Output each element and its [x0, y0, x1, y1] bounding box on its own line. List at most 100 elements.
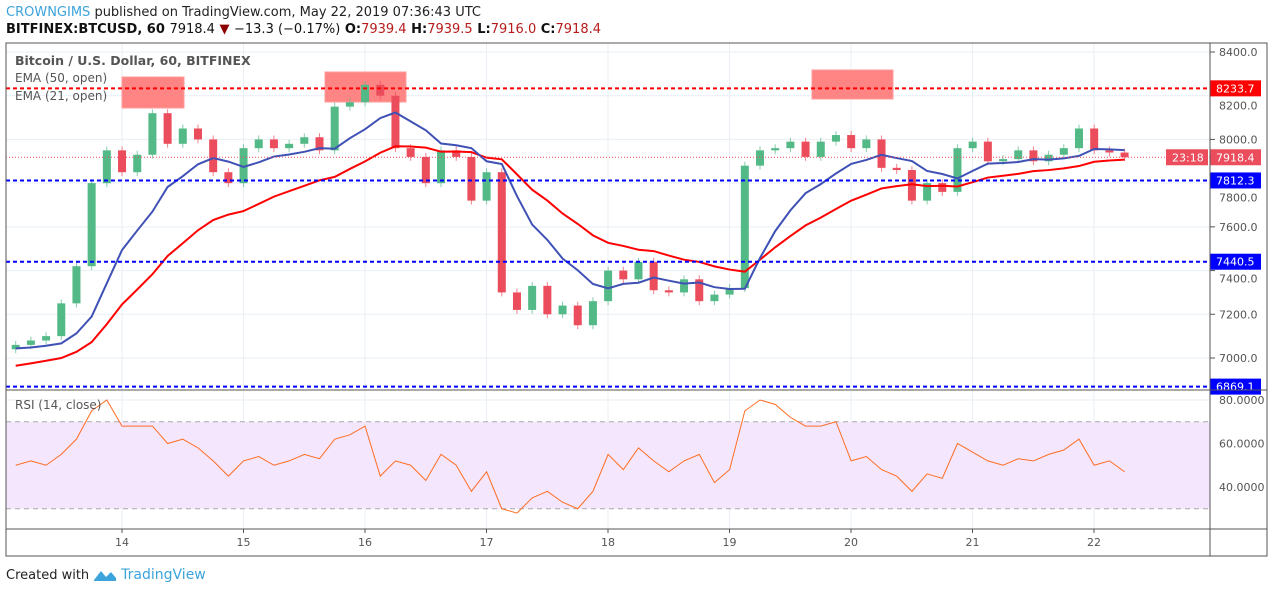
created-with-text: Created with [6, 567, 90, 583]
candle [376, 84, 385, 96]
symbol: BITFINEX:BTCUSD, 60 [6, 22, 165, 37]
candle [892, 167, 901, 171]
chart-frame [5, 42, 1268, 557]
candle [953, 148, 962, 192]
candle [42, 336, 51, 341]
chart-title: Bitcoin / U.S. Dollar, 60, BITFINEX [15, 53, 251, 68]
candle [543, 285, 552, 315]
rsi-band [6, 421, 1210, 509]
candle [938, 183, 947, 192]
candle [786, 141, 795, 149]
candle [528, 285, 537, 310]
candle [695, 279, 704, 302]
x-tick-label: 17 [480, 536, 494, 549]
price-change: −13.3 (−0.17%) [234, 22, 341, 37]
candle [847, 135, 856, 149]
candle [558, 305, 567, 315]
y-tick-label: 7000.0 [1219, 352, 1258, 365]
candle [118, 150, 127, 173]
ema21-line [15, 111, 1125, 350]
level-price-tag [1210, 253, 1261, 270]
candle [1059, 148, 1068, 155]
candle [1044, 154, 1053, 162]
candle [983, 141, 992, 162]
publish-info: CROWNGIMS published on TradingView.com, … [6, 5, 481, 20]
down-triangle-icon: ▼ [219, 22, 230, 37]
candle [1120, 152, 1129, 158]
high-value: 7939.5 [427, 22, 473, 37]
x-tick-label: 21 [966, 536, 980, 549]
candle [269, 139, 278, 149]
highlight-box [811, 69, 894, 100]
candle [102, 150, 111, 184]
symbol-info: BITFINEX:BTCUSD, 60 7918.4 ▼ −13.3 (−0.1… [6, 22, 601, 37]
candle [330, 106, 339, 151]
countdown-tag [1166, 149, 1208, 166]
candle [87, 183, 96, 267]
candle [999, 159, 1008, 162]
x-tick-label: 14 [115, 536, 129, 549]
ema21-legend[interactable]: EMA (21, open) [15, 89, 108, 103]
open-label: O: [344, 22, 362, 37]
candle [664, 290, 673, 293]
candle [224, 172, 233, 184]
candle [72, 266, 81, 304]
candle [421, 156, 430, 184]
candle [634, 261, 643, 280]
close-value: 7918.4 [555, 22, 602, 37]
x-tick-label: 19 [723, 536, 737, 549]
candle [437, 150, 446, 184]
candle [163, 113, 172, 144]
highlight-box [121, 76, 185, 109]
candle [923, 183, 932, 201]
candle [452, 150, 461, 157]
candle [361, 84, 370, 103]
candle [604, 270, 613, 302]
level-price-tag [1210, 378, 1261, 395]
close-label: C: [540, 22, 556, 37]
candle [1105, 150, 1114, 153]
candle [907, 170, 916, 201]
author-link[interactable]: CROWNGIMS [6, 5, 91, 20]
low-value: 7916.0 [490, 22, 537, 37]
low-label: L: [477, 22, 491, 37]
candle [710, 294, 719, 302]
rsi-legend[interactable]: RSI (14, close) [15, 398, 102, 412]
candle [1090, 128, 1099, 151]
candle [877, 139, 886, 168]
candle [467, 156, 476, 201]
candle [391, 95, 400, 149]
candle [968, 141, 977, 149]
candle [771, 148, 780, 151]
x-tick-label: 18 [601, 536, 615, 549]
candle [193, 128, 202, 140]
level-price-label: 7440.5 [1216, 256, 1255, 269]
ema50-line [15, 145, 1125, 367]
candle [239, 148, 248, 184]
x-tick-label: 22 [1087, 536, 1101, 549]
open-value: 7939.4 [361, 22, 407, 37]
tradingview-brand[interactable]: TradingView [121, 567, 206, 583]
ema50-legend[interactable]: EMA (50, open) [15, 71, 108, 85]
x-tick-label: 15 [237, 536, 251, 549]
x-tick-label: 16 [358, 536, 372, 549]
candle [148, 113, 157, 155]
countdown-label: 23:18 [1172, 151, 1204, 164]
candle [725, 288, 734, 295]
y-tick-label: 7600.0 [1219, 221, 1258, 234]
candle [588, 301, 597, 326]
rsi-tick-label: 40.0000 [1219, 481, 1265, 494]
high-label: H: [411, 22, 428, 37]
candle [254, 139, 263, 149]
tradingview-logo-icon [94, 571, 117, 581]
y-tick-label: 7200.0 [1219, 308, 1258, 321]
level-price-label: 8233.7 [1216, 82, 1255, 95]
candle [345, 102, 354, 107]
candle [740, 165, 749, 289]
candle [11, 344, 20, 350]
y-tick-label: 8200.0 [1219, 99, 1258, 112]
rsi-tick-label: 60.0000 [1219, 438, 1265, 451]
level-price-tag [1210, 80, 1261, 97]
candle [1029, 150, 1038, 162]
